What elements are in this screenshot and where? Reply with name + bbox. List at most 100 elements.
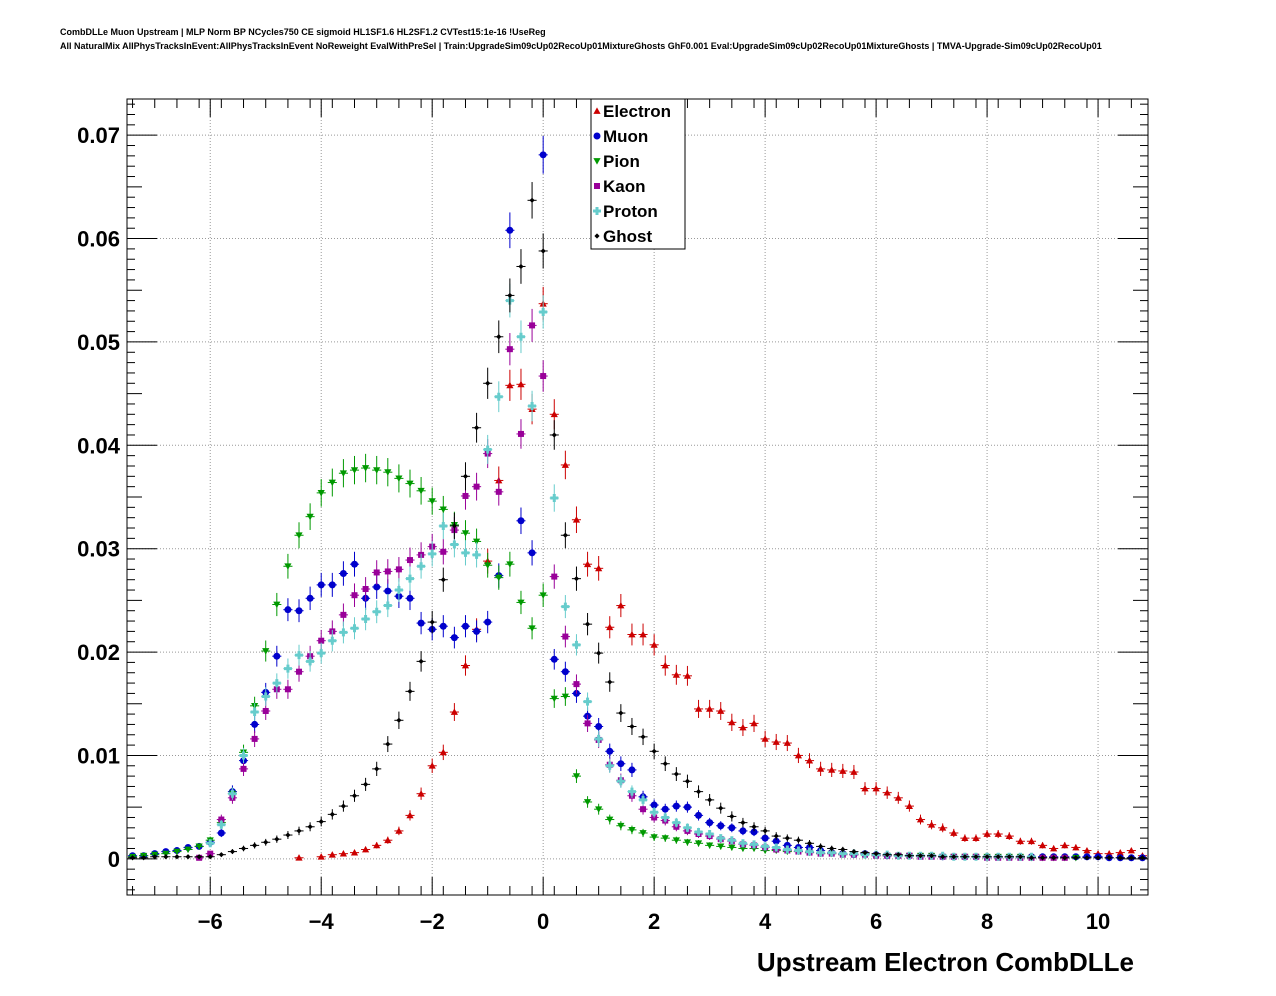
data-point	[850, 768, 858, 775]
data-point	[1084, 855, 1090, 861]
data-point	[395, 475, 403, 482]
data-point	[828, 766, 836, 773]
data-point	[229, 848, 236, 855]
data-point	[772, 843, 781, 852]
data-point	[805, 847, 814, 856]
data-point	[262, 707, 269, 714]
data-point	[262, 648, 270, 655]
data-point	[439, 622, 447, 630]
data-point	[295, 532, 303, 539]
data-point	[340, 611, 347, 618]
data-point	[1062, 855, 1068, 861]
data-point	[518, 263, 524, 270]
data-point	[629, 723, 635, 730]
data-point	[584, 621, 591, 627]
data-point	[1083, 846, 1091, 854]
data-point	[561, 668, 569, 676]
data-point	[805, 757, 814, 764]
data-point	[605, 761, 614, 770]
data-point	[384, 568, 391, 575]
data-point	[917, 853, 924, 859]
data-point	[174, 854, 180, 860]
data-point	[285, 832, 291, 838]
data-point	[306, 594, 314, 602]
data-point	[683, 672, 692, 679]
y-tick-label: 0.04	[77, 433, 121, 458]
data-point	[362, 586, 369, 593]
data-point	[783, 739, 791, 746]
legend-marker-kaon	[594, 183, 600, 189]
data-point	[361, 614, 370, 623]
data-point	[517, 517, 525, 525]
data-point	[1028, 855, 1035, 861]
data-point	[595, 806, 603, 813]
data-point	[639, 830, 647, 837]
data-point	[483, 445, 492, 454]
data-point	[816, 848, 825, 857]
data-point	[1005, 832, 1013, 839]
data-point	[152, 854, 158, 860]
series-kaon	[194, 308, 1070, 861]
data-point	[540, 373, 547, 380]
data-point	[450, 634, 458, 642]
data-point	[317, 489, 325, 497]
data-point	[973, 854, 979, 860]
data-point	[506, 561, 514, 568]
data-point	[284, 686, 291, 693]
data-point	[217, 829, 225, 837]
legend: Electron Muon Pion Kaon Proton Ghost	[590, 98, 686, 250]
data-point	[561, 461, 569, 468]
data-point	[306, 513, 314, 521]
data-point	[562, 633, 569, 640]
x-tick-label: 6	[870, 909, 882, 934]
data-point	[894, 794, 902, 801]
data-point	[328, 581, 336, 589]
legend-label-ghost: Ghost	[603, 227, 652, 246]
data-point	[516, 332, 525, 341]
data-point	[851, 848, 857, 855]
data-point	[207, 854, 213, 860]
data-point	[517, 430, 524, 437]
data-point	[506, 226, 514, 234]
data-point	[250, 708, 259, 717]
data-point	[672, 671, 680, 678]
data-point	[284, 563, 292, 570]
axis-labels: −6 −4 −2 0 2 4 6 8 10 0 0.01 0.02 0.03 0.04 0.05 0.06 0.…	[77, 123, 1110, 934]
data-point	[395, 566, 402, 573]
data-point	[939, 824, 947, 831]
axis-ticks	[127, 99, 1148, 895]
data-point	[617, 822, 625, 830]
data-point	[439, 748, 447, 756]
data-point	[1127, 846, 1135, 854]
data-point	[794, 846, 803, 855]
data-point	[783, 845, 792, 854]
data-point	[517, 599, 525, 607]
data-point	[572, 516, 581, 523]
data-point	[383, 601, 392, 610]
y-tick-label: 0.02	[77, 640, 120, 665]
data-point	[450, 540, 459, 549]
data-point	[461, 622, 469, 630]
data-point	[351, 592, 358, 599]
data-point	[1027, 837, 1036, 845]
data-point	[583, 697, 592, 706]
data-point	[495, 574, 503, 582]
y-tick-label: 0.01	[77, 743, 120, 768]
data-point	[417, 562, 426, 571]
data-point	[329, 811, 335, 817]
y-tick-label: 0.03	[77, 537, 120, 562]
data-point	[650, 834, 658, 841]
data-point	[773, 833, 779, 839]
data-point	[1017, 854, 1023, 860]
data-point	[817, 765, 825, 772]
data-point	[528, 402, 537, 411]
data-point	[1061, 841, 1069, 849]
data-point	[406, 594, 414, 602]
data-point	[994, 830, 1002, 837]
data-point	[640, 734, 646, 740]
data-point	[339, 850, 348, 857]
data-point	[718, 805, 724, 811]
data-point	[462, 473, 469, 479]
data-point	[661, 835, 669, 842]
data-point	[995, 854, 1001, 860]
